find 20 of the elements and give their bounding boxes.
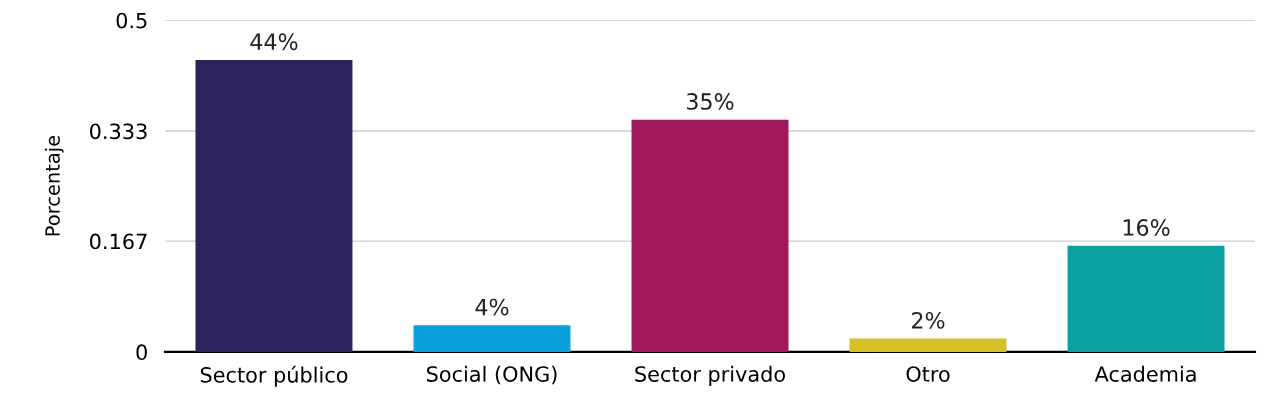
- bar: [1067, 245, 1225, 352]
- x-tick-label: Sector público: [200, 365, 348, 387]
- bar: [413, 325, 571, 352]
- y-axis-title: Porcentaje: [44, 135, 64, 236]
- bar: [631, 119, 789, 352]
- data-label: 35%: [687, 93, 734, 110]
- y-tick-label: 0.333: [90, 123, 147, 140]
- x-tick-label: Sector privado: [635, 365, 785, 386]
- data-label: 44%: [250, 33, 298, 51]
- data-label: 16%: [1123, 219, 1170, 236]
- x-tick-label: Otro: [906, 366, 950, 382]
- bar: [195, 60, 353, 352]
- y-tick-label: 0: [136, 344, 147, 361]
- x-tick-label: Social (ONG): [426, 365, 557, 385]
- x-tick-label: Academia: [1094, 365, 1196, 382]
- data-label: 4%: [475, 298, 509, 316]
- data-label: 2%: [912, 311, 945, 329]
- y-tick-label: 0.5: [116, 12, 147, 29]
- y-tick-label: 0.167: [90, 233, 147, 250]
- bar: [849, 338, 1007, 352]
